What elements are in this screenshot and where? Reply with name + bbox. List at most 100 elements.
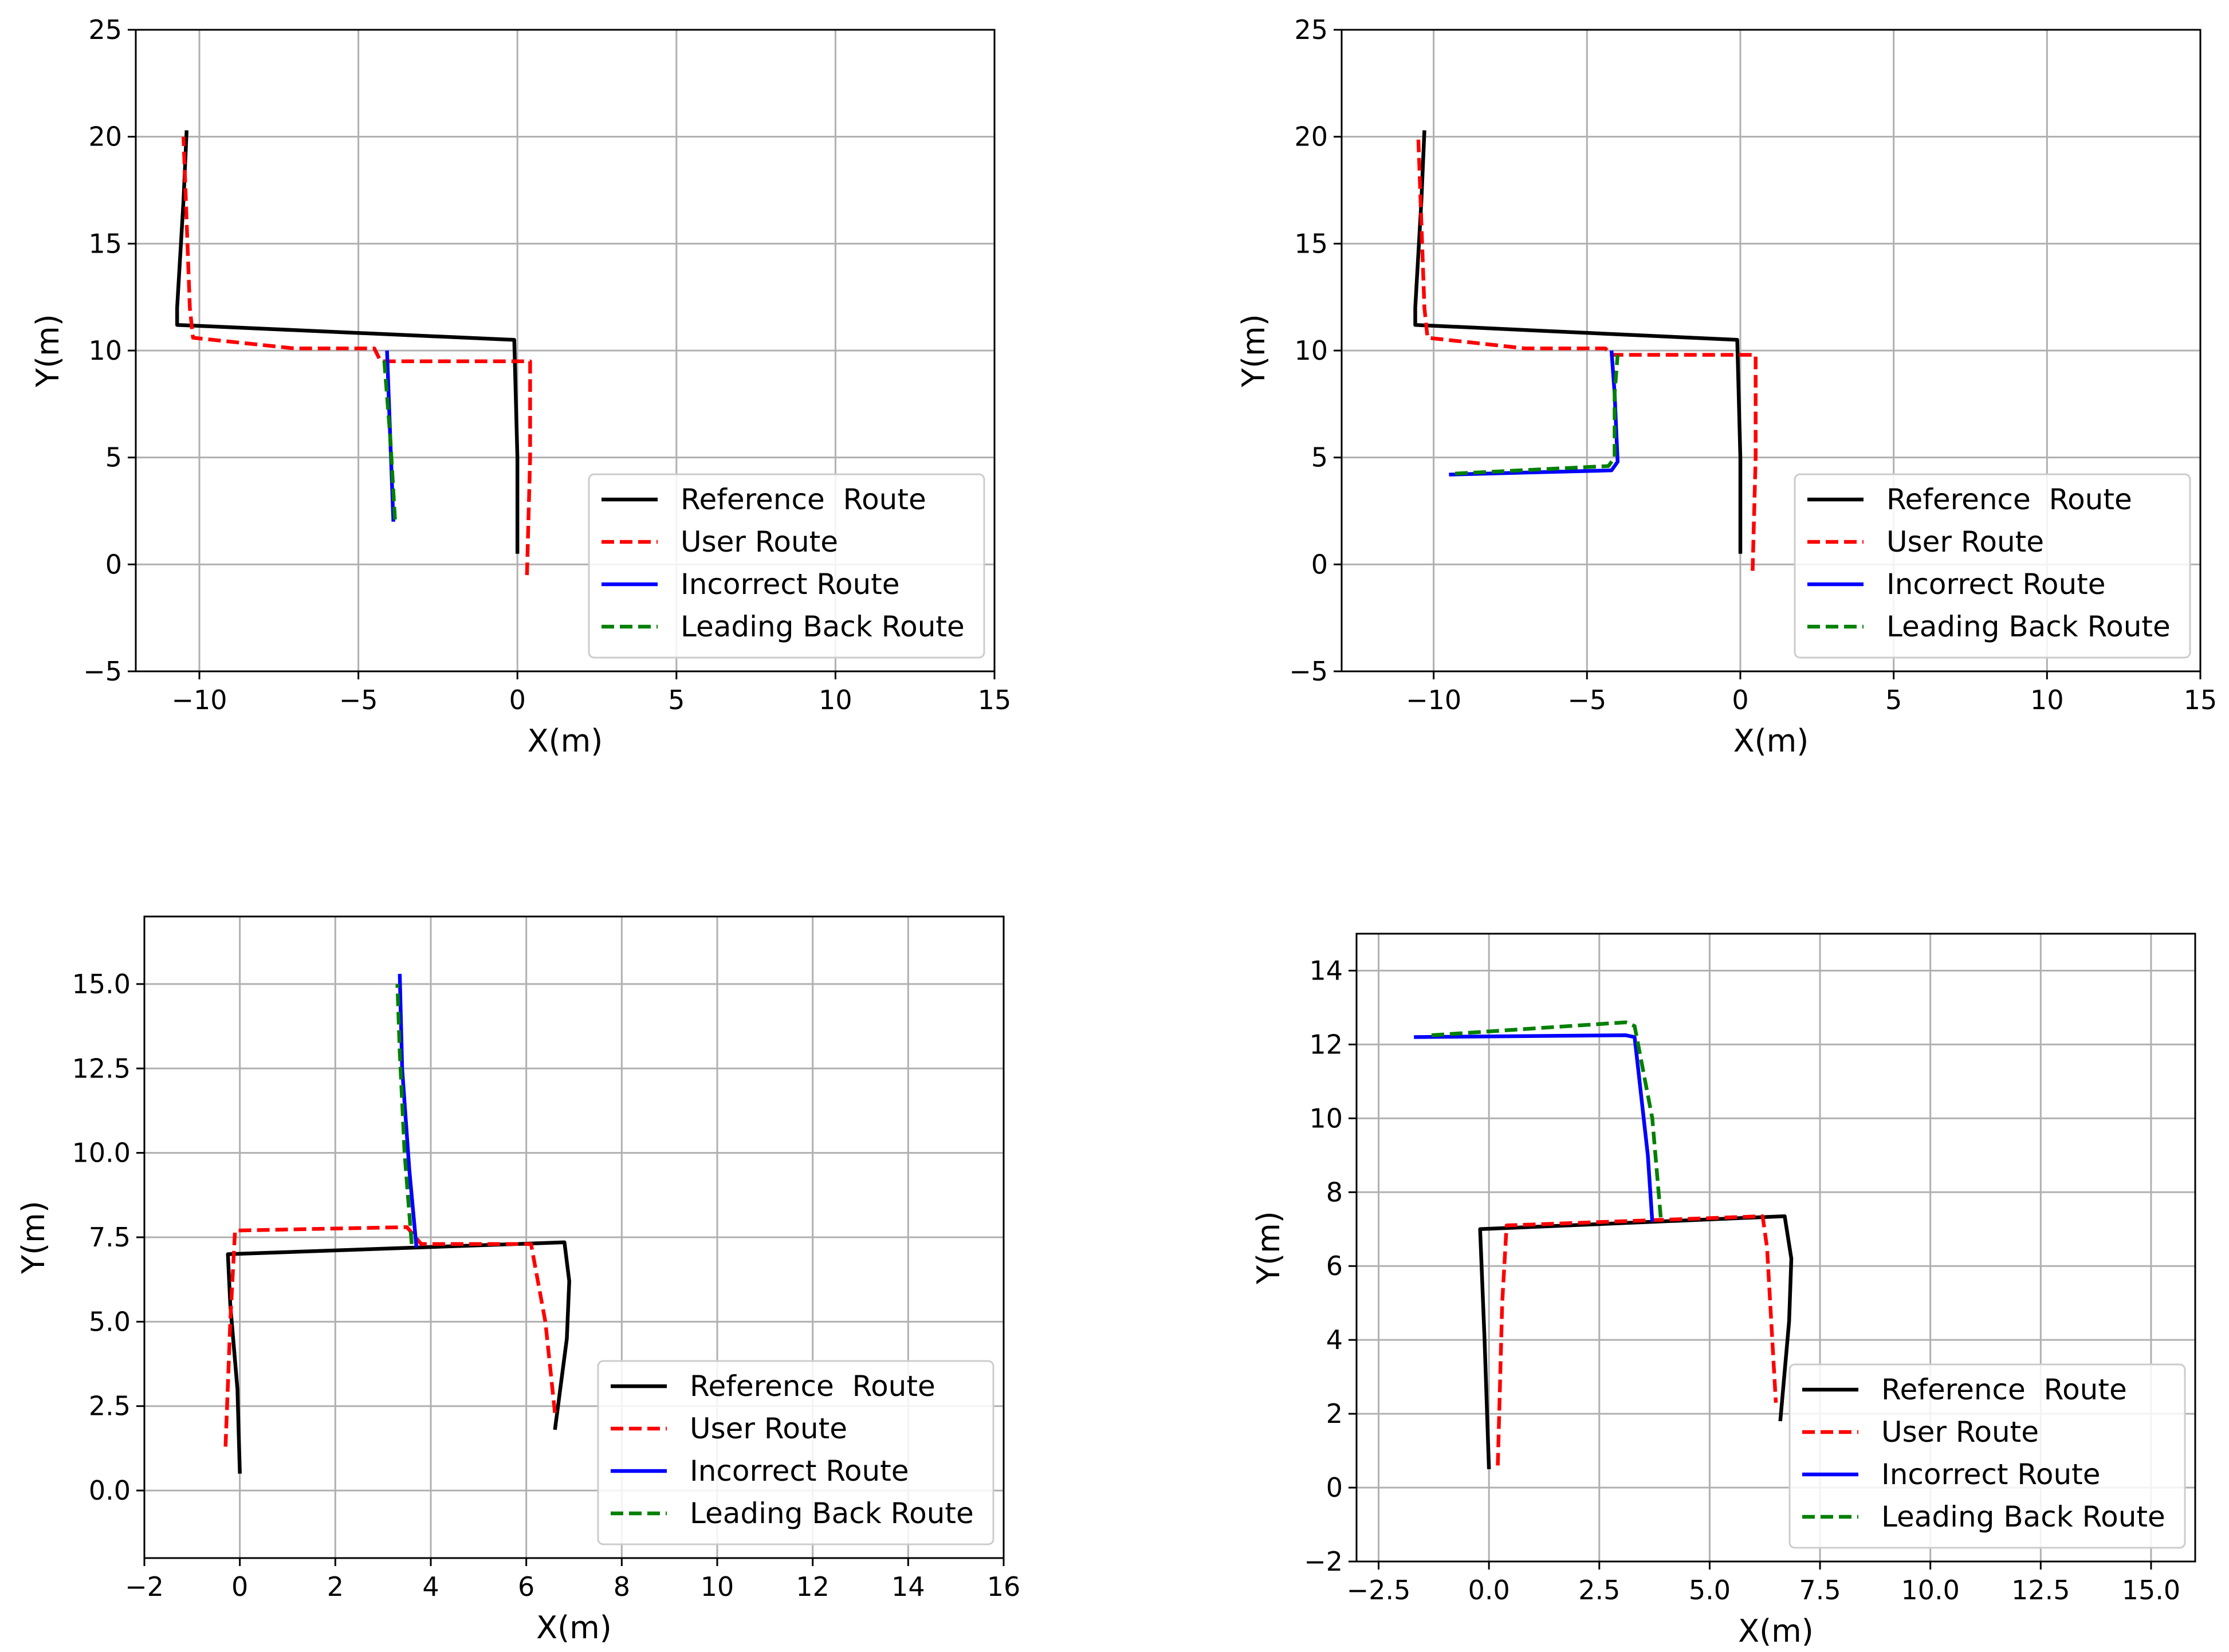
x-tick-label: −2 <box>125 1571 164 1602</box>
legend-label: User Route <box>1886 525 2044 558</box>
y-axis-label: Y(m) <box>30 314 66 388</box>
x-tick-label: 7.5 <box>1799 1575 1841 1606</box>
legend-label: Leading Back Route <box>681 610 965 643</box>
y-tick-label: 5 <box>105 442 122 473</box>
y-tick-label: 2.5 <box>89 1391 131 1422</box>
legend-label: Incorrect Route <box>690 1454 909 1488</box>
legend: Reference Route User Route Incorrect Route… <box>1794 473 2191 659</box>
y-tick-label: 20 <box>1294 121 1328 152</box>
y-tick-label: −5 <box>1289 656 1328 687</box>
series-line-user-route <box>182 136 532 576</box>
x-axis-label: X(m) <box>1733 723 1809 759</box>
chart-panel-3: −2 0 2 4 6 8 10 12 14 16 0.0 2.5 5.0 7.5 10.0 12.5 15.0 X… <box>15 915 1021 1646</box>
legend-label: User Route <box>681 525 838 558</box>
series-line-user-route <box>1416 136 1758 571</box>
x-tick-label: 10 <box>819 685 852 715</box>
y-tick-label: 0 <box>1326 1472 1343 1503</box>
y-tick-label: 8 <box>1326 1177 1343 1207</box>
chart-panel-4: −2.5 0.0 2.5 5.0 7.5 10.0 12.5 15.0 −2 0 2 4 6 8 10 12 1… <box>1251 933 2196 1649</box>
axes-frame <box>1355 933 2196 1563</box>
x-tick-label: 0 <box>509 685 526 715</box>
series-line-leading-back-route <box>382 355 397 520</box>
legend-box <box>597 1360 994 1545</box>
y-tick-label: 6 <box>1326 1250 1343 1281</box>
x-tick-label: 6 <box>518 1571 534 1602</box>
x-tick-label: 5 <box>668 685 685 715</box>
x-tick-label: 5 <box>1885 685 1902 715</box>
y-tick-label: 12 <box>1309 1029 1343 1060</box>
y-tick-label: 0.0 <box>89 1475 131 1506</box>
x-tick-label: −10 <box>1406 685 1461 715</box>
series-line-user-route <box>1496 1214 1778 1466</box>
legend: Reference Route User Route Incorrect Route… <box>1788 1363 2186 1549</box>
x-tick-label: 4 <box>422 1571 439 1602</box>
x-tick-label: 12.5 <box>2011 1575 2070 1606</box>
series-line-incorrect-route <box>1414 1033 1654 1222</box>
y-tick-label: 5 <box>1311 442 1328 473</box>
y-tick-label: −5 <box>83 656 122 687</box>
x-tick-label: 10 <box>2030 685 2064 715</box>
series-line-reference-route <box>1478 1214 1794 1469</box>
legend-label: Reference Route <box>690 1370 935 1403</box>
y-tick-label: 12.5 <box>72 1053 131 1084</box>
y-axis-label: Y(m) <box>1251 1211 1287 1285</box>
legend-box <box>1794 473 2191 659</box>
legend-label: Reference Route <box>681 483 926 516</box>
x-tick-label: 2.5 <box>1578 1575 1620 1606</box>
legend-box <box>588 473 985 659</box>
x-tick-label: 14 <box>891 1571 925 1602</box>
x-tick-label: −5 <box>339 685 378 715</box>
y-axis-label: Y(m) <box>1236 314 1272 388</box>
x-tick-label: 15.0 <box>2122 1575 2180 1606</box>
x-tick-label: 15 <box>978 685 1012 715</box>
x-tick-label: 10 <box>701 1571 734 1602</box>
x-tick-label: 0.0 <box>1468 1575 1510 1606</box>
legend-label: User Route <box>690 1412 847 1445</box>
series-line-incorrect-route <box>1449 350 1620 477</box>
legend-label: Reference Route <box>1881 1373 2127 1406</box>
x-tick-label: −10 <box>171 685 227 715</box>
y-axis-label: Y(m) <box>15 1201 52 1275</box>
legend: Reference Route User Route Incorrect Route… <box>588 473 985 659</box>
x-tick-label: 2 <box>327 1571 344 1602</box>
x-tick-label: 0 <box>1732 685 1748 715</box>
legend-label: Reference Route <box>1886 483 2132 516</box>
y-tick-label: 14 <box>1309 955 1343 986</box>
y-tick-label: 10 <box>1294 335 1328 366</box>
legend-label: User Route <box>1881 1415 2039 1449</box>
x-tick-label: 8 <box>614 1571 630 1602</box>
series-line-leading-back-route <box>1431 1020 1663 1222</box>
series-group <box>175 130 532 576</box>
x-tick-label: 5.0 <box>1689 1575 1731 1606</box>
series-group <box>1413 130 1758 571</box>
x-axis-label: X(m) <box>1738 1613 1814 1649</box>
y-tick-label: 4 <box>1326 1324 1343 1355</box>
y-tick-label: 10 <box>1309 1103 1343 1134</box>
legend: Reference Route User Route Incorrect Route… <box>597 1360 994 1545</box>
y-tick-label: 7.5 <box>89 1222 131 1253</box>
y-tick-label: 2 <box>1326 1398 1343 1429</box>
x-axis-label: X(m) <box>536 1610 612 1646</box>
series-group <box>1414 1020 1794 1469</box>
y-tick-label: 25 <box>88 14 122 45</box>
legend-label: Incorrect Route <box>1886 568 2106 601</box>
x-tick-label: 16 <box>987 1571 1021 1602</box>
y-tick-label: 25 <box>1294 14 1328 45</box>
x-tick-label: 0 <box>231 1571 248 1602</box>
y-tick-label: 15.0 <box>72 969 131 1000</box>
series-line-leading-back-route <box>1454 355 1620 475</box>
legend-box <box>1788 1363 2186 1549</box>
y-tick-label: 0 <box>1311 549 1328 580</box>
y-tick-label: 5.0 <box>89 1306 131 1337</box>
y-tick-label: 10 <box>88 335 122 366</box>
y-tick-label: 0 <box>105 549 122 580</box>
y-tick-label: 20 <box>88 121 122 152</box>
series-line-leading-back-route <box>395 984 414 1245</box>
y-tick-label: 10.0 <box>72 1138 131 1169</box>
series-line-reference-route <box>175 130 520 554</box>
x-tick-label: 12 <box>796 1571 830 1602</box>
legend-label: Incorrect Route <box>681 568 900 601</box>
x-tick-label: 15 <box>2184 685 2218 715</box>
series-line-reference-route <box>226 1240 571 1474</box>
